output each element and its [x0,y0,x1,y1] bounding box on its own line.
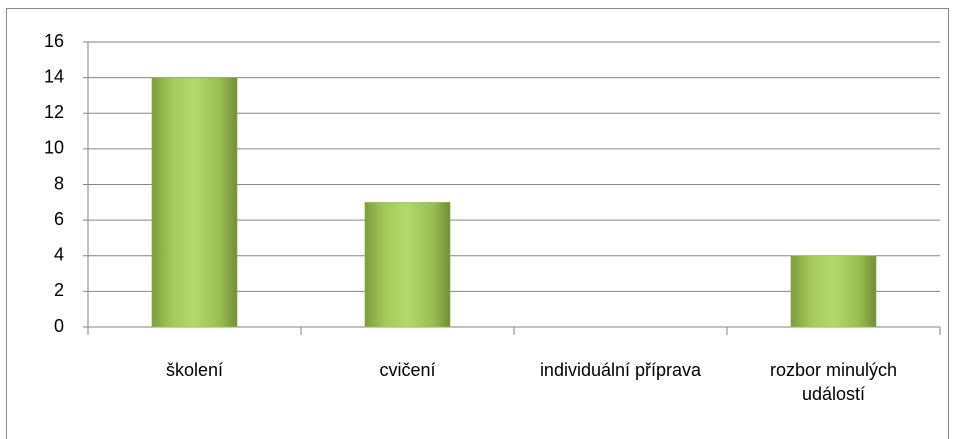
x-tick-label: individuální příprava [539,360,702,380]
bar [151,77,238,328]
y-tick-label: 8 [54,173,64,193]
y-tick-label: 4 [54,245,64,265]
x-tick-label: školení [165,360,224,380]
y-tick-label: 0 [54,316,64,336]
y-tick-label: 16 [44,31,64,51]
y-tick-label: 10 [44,138,64,158]
bar [790,255,877,328]
x-tick-label: cvičení [379,360,436,380]
y-tick-label: 12 [44,102,64,122]
y-tick-label: 6 [54,209,64,229]
y-tick-label: 2 [54,280,64,300]
bar [364,202,451,328]
x-tick-label: rozbor minulých událostí [769,360,898,404]
chart-border [6,8,949,439]
y-tick-label: 14 [44,66,64,86]
